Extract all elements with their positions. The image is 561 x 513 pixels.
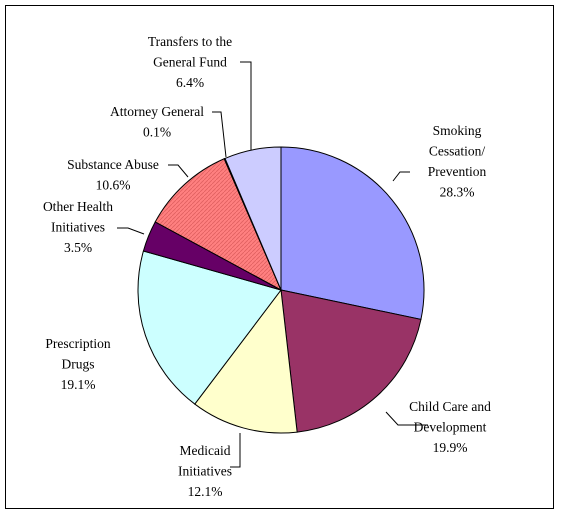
pie-slice-childcare [280,289,422,433]
pie-slice-transfers [224,146,282,291]
pie-slices [137,146,425,434]
pie-slice-medicaid [194,288,298,434]
leader-line-transfers [240,61,252,150]
slice-label-attorney: Attorney General 0.1% [110,104,204,140]
slice-name-smoking: Smoking [433,123,482,138]
slice-label-substance: Substance Abuse 10.6% [67,157,159,193]
slice-name-transfers: General Fund [153,55,227,70]
leader-line-childcare [385,411,428,426]
slice-label-childcare: Child Care and Development 19.9% [409,399,491,455]
slice-label-transfers: Transfers to the General Fund 6.4% [148,34,232,90]
slice-percent-childcare: 19.9% [433,440,468,455]
leader-line-medicaid [230,433,241,468]
slice-label-medicaid: Medicaid Initiatives 12.1% [178,443,232,499]
slice-percent-smoking: 28.3% [440,185,475,200]
leader-line-substance [168,164,189,178]
slice-percent-prescription: 19.1% [61,377,96,392]
leader-line-otherhealth [117,227,145,235]
slice-name-prescription: Drugs [62,357,95,372]
slice-name-transfers: Transfers to the [148,34,232,49]
leader-line-smoking [392,171,410,182]
slice-name-otherhealth: Initiatives [51,220,105,235]
slice-name-childcare: Development [414,420,487,435]
slice-name-otherhealth: Other Health [43,199,113,214]
slice-percent-medicaid: 12.1% [188,484,223,499]
slice-label-prescription: Prescription Drugs 19.1% [45,336,110,392]
slice-percent-attorney: 0.1% [143,125,171,140]
slice-percent-otherhealth: 3.5% [64,240,92,255]
slice-name-smoking: Cessation/ [429,144,485,159]
slice-name-smoking: Prevention [428,164,487,179]
slice-label-smoking: Smoking Cessation/Prevention 28.3% [428,123,487,200]
slice-labels: Smoking Cessation/Prevention 28.3% Child Ca… [43,34,491,499]
slice-name-medicaid: Medicaid [180,443,231,458]
leader-lines [117,61,428,468]
leader-line-attorney [212,111,227,158]
slice-name-medicaid: Initiatives [178,464,232,479]
slice-name-prescription: Prescription [45,336,110,351]
slice-percent-substance: 10.6% [96,178,131,193]
slice-label-otherhealth: Other Health Initiatives 3.5% [43,199,113,255]
pie-slice-smoking [280,146,425,321]
slice-name-attorney: Attorney General [110,104,204,119]
slice-name-childcare: Child Care and [409,399,491,414]
slice-name-substance: Substance Abuse [67,157,159,172]
slice-percent-transfers: 6.4% [176,75,204,90]
pie-slice-prescription [137,250,282,405]
pie-slice-substance [154,158,283,292]
